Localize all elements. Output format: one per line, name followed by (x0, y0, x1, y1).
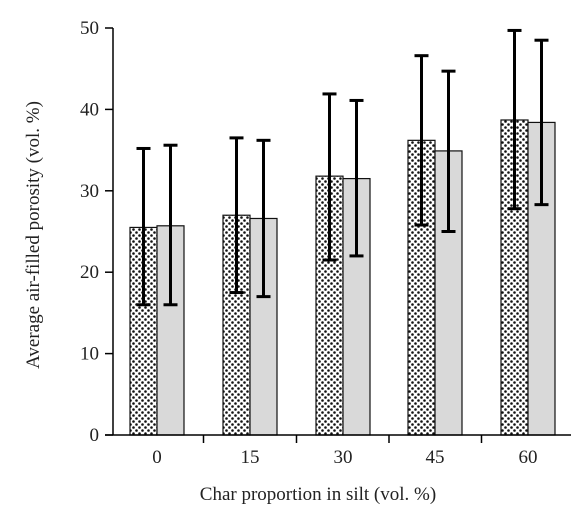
y-tick-label: 10 (80, 344, 99, 365)
y-tick-label: 20 (80, 262, 99, 283)
x-tick-label: 15 (241, 447, 260, 468)
y-tick-label: 40 (80, 99, 99, 120)
plot-area: 0 10 20 30 40 50 0 15 30 45 60 (80, 18, 571, 468)
y-axis-title: Average air-filled porosity (vol. %) (23, 101, 44, 369)
x-tick-label: 60 (519, 447, 538, 468)
x-tick-label: 0 (152, 447, 162, 468)
x-axis-title: Char proportion in silt (vol. %) (200, 484, 436, 505)
y-tick-label: 0 (90, 425, 100, 446)
x-tick-label: 45 (426, 447, 445, 468)
x-tick-label: 30 (334, 447, 353, 468)
y-tick-label: 30 (80, 181, 99, 202)
y-tick-label: 50 (80, 18, 99, 39)
